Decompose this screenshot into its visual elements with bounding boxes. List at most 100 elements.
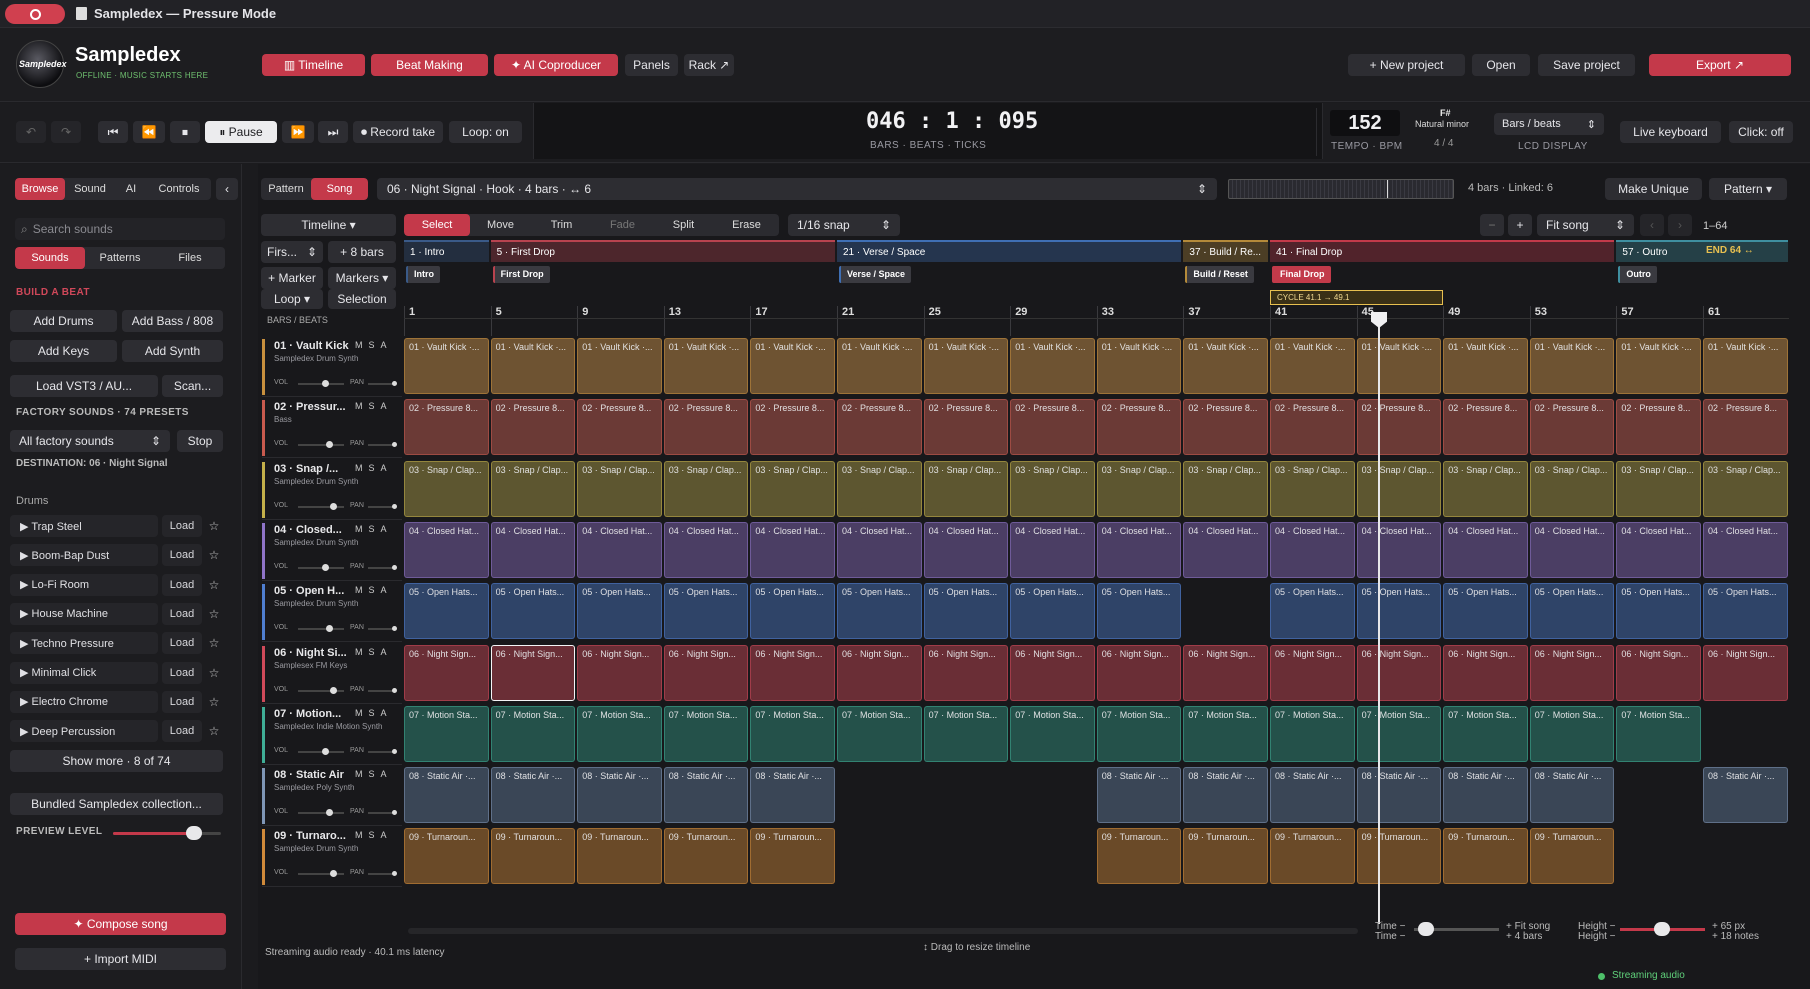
kit-item[interactable]: ▶ Electro Chrome (10, 690, 158, 713)
track-arm-button[interactable]: A (380, 401, 393, 412)
track-msa-buttons[interactable]: MSA (355, 401, 393, 411)
section-marker[interactable]: Final Drop (1272, 266, 1331, 283)
track-solo-button[interactable]: S (368, 646, 381, 657)
pattern-clip[interactable]: 04 · Closed Hat... (1529, 521, 1615, 578)
pattern-clip[interactable]: 08 · Static Air ·... (1183, 767, 1268, 824)
pattern-clip[interactable]: 07 · Motion Sta... (490, 705, 576, 762)
beat-making-nav-button[interactable]: Beat Making (371, 54, 488, 76)
volume-knob[interactable] (326, 809, 333, 817)
volume-knob[interactable] (326, 625, 333, 633)
subtab-sounds[interactable]: Sounds (15, 247, 85, 269)
volume-knob[interactable] (322, 380, 329, 387)
pattern-clip[interactable]: 02 · Pressure 8... (1270, 399, 1355, 456)
volume-slider[interactable] (298, 566, 344, 569)
pattern-clip[interactable]: 03 · Snap / Clap... (404, 460, 489, 517)
show-more-button[interactable]: Show more · 8 of 74 (10, 750, 223, 772)
pattern-clip[interactable]: 01 · Vault Kick ·... (404, 338, 489, 394)
volume-knob[interactable] (326, 441, 333, 449)
pattern-clip[interactable]: 08 · Static Air ·... (1096, 767, 1182, 824)
compose-song-button[interactable]: ✦ Compose song (15, 913, 226, 935)
track-solo-button[interactable]: S (368, 769, 381, 780)
track-arm-button[interactable]: A (380, 340, 393, 350)
pattern-clip[interactable]: 01 · Vault Kick ·... (663, 338, 749, 394)
track-name[interactable]: 01 · Vault Kick (274, 340, 349, 352)
loop-menu-button[interactable]: Loop ▾ (261, 289, 323, 309)
pattern-clip[interactable]: 06 · Night Sign... (750, 644, 835, 701)
track-solo-button[interactable]: S (368, 462, 381, 473)
lcd-display-mode-select[interactable]: Bars / beats ⇕ (1494, 113, 1604, 135)
close-window-button[interactable] (5, 4, 65, 24)
pattern-clip[interactable]: 01 · Vault Kick ·... (1183, 338, 1268, 394)
pattern-clip[interactable]: 08 · Static Air ·... (1703, 767, 1788, 824)
track-mute-button[interactable]: M (355, 401, 369, 412)
pattern-clip[interactable]: 08 · Static Air ·... (1529, 767, 1615, 824)
track-header[interactable]: 08 · Static Air Sampledex Poly Synth MSA VO… (262, 766, 402, 827)
pattern-clip[interactable]: 09 · Turnaroun... (750, 828, 835, 885)
pan-knob[interactable] (392, 810, 397, 816)
pan-slider[interactable] (368, 566, 396, 569)
subtab-files[interactable]: Files (178, 252, 202, 264)
pattern-clip[interactable]: 01 · Vault Kick ·... (1356, 338, 1442, 394)
bundled-collection-button[interactable]: Bundled Sampledex collection... (10, 793, 223, 815)
ai-coproducer-button[interactable]: ✦ AI Coproducer (494, 54, 618, 76)
pan-knob[interactable] (392, 564, 397, 570)
pan-knob[interactable] (392, 503, 397, 509)
skip-start-icon[interactable]: ⏮ (98, 121, 128, 143)
pattern-clip[interactable]: 01 · Vault Kick ·... (1010, 338, 1095, 394)
pattern-clip[interactable]: 08 · Static Air ·... (404, 767, 489, 824)
volume-slider[interactable] (298, 750, 344, 753)
track-name[interactable]: 04 · Closed... (274, 523, 342, 536)
pattern-clip[interactable]: 07 · Motion Sta... (750, 705, 835, 762)
pattern-clip[interactable]: 01 · Vault Kick ·... (1096, 338, 1182, 394)
track-height-slider[interactable] (1620, 922, 1705, 936)
pattern-clip[interactable]: 09 · Turnaroun... (663, 828, 749, 885)
track-mute-button[interactable]: M (355, 462, 369, 473)
pattern-clip[interactable]: 04 · Closed Hat... (1616, 521, 1701, 578)
pattern-clip[interactable]: 06 · Night Sign... (1010, 644, 1095, 701)
pattern-clip[interactable]: 02 · Pressure 8... (1703, 399, 1788, 456)
pattern-clip[interactable]: 02 · Pressure 8... (577, 399, 662, 456)
pattern-clip[interactable]: 04 · Closed Hat... (837, 521, 922, 578)
track-header[interactable]: 05 · Open H... Sampledex Drum Synth MSA VOL… (262, 582, 402, 643)
load-kit-button[interactable]: Load (162, 720, 202, 743)
pattern-clip[interactable]: 04 · Closed Hat... (404, 521, 489, 578)
track-name[interactable]: 08 · Static Air (274, 769, 344, 782)
volume-knob[interactable] (322, 747, 329, 755)
track-msa-buttons[interactable]: MSA (355, 585, 393, 595)
zoom-in-button[interactable]: + (1508, 214, 1532, 236)
add-keys-button[interactable]: Add Keys (10, 340, 117, 362)
pattern-clip[interactable]: 05 · Open Hats... (1270, 583, 1355, 640)
add-marker-button[interactable]: + Marker (261, 267, 323, 289)
pattern-clip[interactable]: 09 · Turnaroun... (1270, 828, 1355, 885)
tool-trim[interactable]: Trim (550, 219, 573, 231)
snap-select[interactable]: 1/16 snap ⇕ (788, 214, 900, 236)
factory-sounds-select[interactable]: All factory sounds ⇕ (10, 430, 170, 452)
pattern-clip[interactable]: 09 · Turnaroun... (1443, 828, 1528, 885)
search-field[interactable]: ⌕ Search sounds (15, 218, 225, 240)
volume-knob[interactable] (330, 502, 337, 510)
pan-slider[interactable] (368, 812, 396, 815)
fast-forward-icon[interactable]: ⏩ (282, 121, 314, 143)
pattern-clip[interactable]: 09 · Turnaroun... (1096, 828, 1182, 885)
pattern-clip[interactable]: 06 · Night Sign... (1616, 644, 1701, 701)
pattern-clip[interactable]: 07 · Motion Sta... (1443, 705, 1528, 762)
pattern-clip[interactable]: 06 · Night Sign... (1183, 644, 1268, 701)
add-8-bars-button[interactable]: + 8 bars (328, 241, 396, 263)
pan-slider[interactable] (368, 873, 396, 876)
section-bar[interactable]: 41 · Final Drop (1270, 240, 1615, 262)
pattern-clip[interactable]: 06 · Night Sign... (1703, 644, 1788, 701)
track-header[interactable]: 02 · Pressur... Bass MSA VOL PAN (262, 398, 402, 459)
pattern-clip[interactable]: 08 · Static Air ·... (490, 767, 576, 824)
track-mute-button[interactable]: M (355, 707, 369, 718)
playhead[interactable] (1378, 312, 1380, 924)
pattern-clip[interactable]: 01 · Vault Kick ·... (923, 338, 1009, 394)
pattern-clip[interactable]: 03 · Snap / Clap... (1616, 460, 1701, 517)
pattern-clip[interactable]: 01 · Vault Kick ·... (490, 338, 576, 394)
pattern-clip[interactable]: 02 · Pressure 8... (1356, 399, 1442, 456)
pattern-clip[interactable]: 07 · Motion Sta... (1356, 705, 1442, 762)
track-arm-button[interactable]: A (380, 523, 393, 534)
star-icon[interactable]: ☆ (208, 577, 220, 592)
track-mute-button[interactable]: M (355, 523, 369, 534)
pattern-clip[interactable]: 06 · Night Sign... (1356, 644, 1442, 701)
chevron-left-icon[interactable]: ‹ (1640, 214, 1664, 236)
